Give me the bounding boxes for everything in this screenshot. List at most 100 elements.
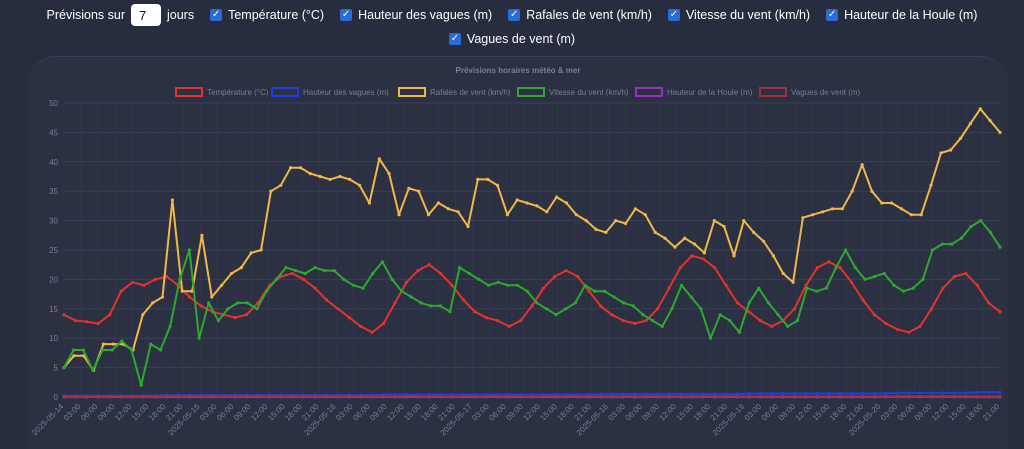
checkbox-wind-waves[interactable]: ✓ Vagues de vent (m) [448, 32, 575, 46]
data-point [656, 392, 660, 396]
data-point [216, 319, 220, 323]
x-tick-label: 12:00 [249, 402, 270, 423]
data-point [222, 394, 226, 398]
data-point [564, 307, 568, 311]
data-point [269, 189, 273, 193]
data-point [732, 254, 736, 258]
data-point [987, 390, 991, 394]
checkbox-temperature[interactable]: ✓ Température (°C) [210, 8, 324, 22]
checkmark-icon[interactable]: ✓ [340, 9, 353, 21]
days-input[interactable] [131, 4, 161, 26]
data-point [62, 394, 66, 398]
data-point [742, 219, 746, 223]
data-point [226, 307, 230, 311]
data-point [815, 266, 820, 270]
data-point [245, 394, 249, 398]
data-point [555, 195, 559, 199]
data-point [979, 219, 983, 223]
data-point [804, 391, 808, 396]
x-tick-label: 03:00 [62, 402, 83, 423]
data-point [220, 283, 224, 287]
data-point [728, 319, 732, 323]
data-point [612, 295, 616, 299]
data-point [690, 254, 694, 258]
y-tick-label: 45 [49, 128, 58, 137]
data-point [594, 227, 598, 231]
data-point [805, 286, 809, 290]
data-point [690, 394, 694, 398]
checkmark-icon[interactable]: ✓ [826, 9, 839, 21]
x-tick-label: 21:00 [981, 402, 1002, 423]
checkbox-wave-height[interactable]: ✓ Hauteur des vagues (m) [340, 8, 492, 22]
data-point [747, 391, 751, 396]
checkmark-icon[interactable]: ✓ [210, 9, 223, 21]
data-point [439, 394, 443, 398]
data-point [840, 207, 845, 211]
data-point [393, 394, 397, 398]
data-point [160, 295, 165, 299]
checkbox-wind-gusts[interactable]: ✓ Rafales de vent (km/h) [508, 8, 652, 22]
data-point [776, 313, 780, 317]
legend-swatch [175, 87, 203, 97]
data-point [419, 301, 423, 305]
data-point [91, 368, 95, 373]
data-point [101, 348, 105, 352]
data-point [724, 394, 728, 398]
data-point [168, 324, 172, 328]
x-tick-label: 12:00 [930, 402, 951, 423]
data-point [952, 394, 956, 398]
checkmark-icon[interactable]: ✓ [448, 33, 461, 45]
data-point [712, 219, 716, 223]
x-tick-label: 15:00 [266, 402, 287, 423]
data-point [919, 213, 923, 217]
data-point [525, 201, 529, 205]
data-point [918, 391, 922, 395]
chart-title: Prévisions horaires météo & mer [456, 66, 581, 75]
data-point [872, 391, 877, 396]
data-point [644, 319, 648, 323]
data-point [249, 251, 253, 255]
data-point [439, 271, 443, 276]
data-point [207, 301, 211, 305]
legend-label: Vagues de vent (m) [791, 88, 861, 97]
data-point [85, 394, 89, 398]
data-point [313, 266, 317, 270]
data-point [371, 271, 375, 276]
checkbox-swell-height[interactable]: ✓ Hauteur de la Houle (m) [826, 8, 977, 22]
data-point [907, 391, 911, 395]
data-point [892, 283, 896, 287]
checkmark-icon[interactable]: ✓ [508, 9, 521, 21]
data-point [860, 163, 864, 167]
data-point [975, 394, 979, 398]
data-point [486, 177, 490, 181]
data-point [85, 320, 89, 324]
data-point [598, 304, 603, 308]
data-point [644, 392, 648, 396]
x-tick-label: 06:00 [760, 402, 781, 423]
data-point [393, 301, 397, 305]
data-point [180, 289, 184, 293]
data-point [781, 271, 785, 276]
data-point [911, 286, 915, 290]
data-point [484, 394, 488, 398]
data-point [670, 307, 674, 311]
data-point [651, 319, 655, 323]
data-point [417, 189, 421, 193]
data-point [660, 324, 664, 328]
series-line [63, 107, 1001, 372]
data-point [815, 394, 820, 398]
data-point [815, 391, 820, 396]
x-tick-label: 18:00 [692, 402, 713, 423]
data-point [576, 274, 580, 279]
checkmark-icon[interactable]: ✓ [667, 9, 680, 21]
forecast-label: Prévisions sur [46, 8, 126, 22]
data-point [130, 280, 135, 284]
data-point [62, 366, 66, 370]
checkbox-wind-speed[interactable]: ✓ Vitesse du vent (km/h) [667, 8, 810, 22]
data-point [708, 336, 713, 340]
data-point [476, 177, 480, 181]
data-point [487, 283, 491, 287]
data-point [587, 394, 591, 398]
data-point [438, 304, 442, 308]
